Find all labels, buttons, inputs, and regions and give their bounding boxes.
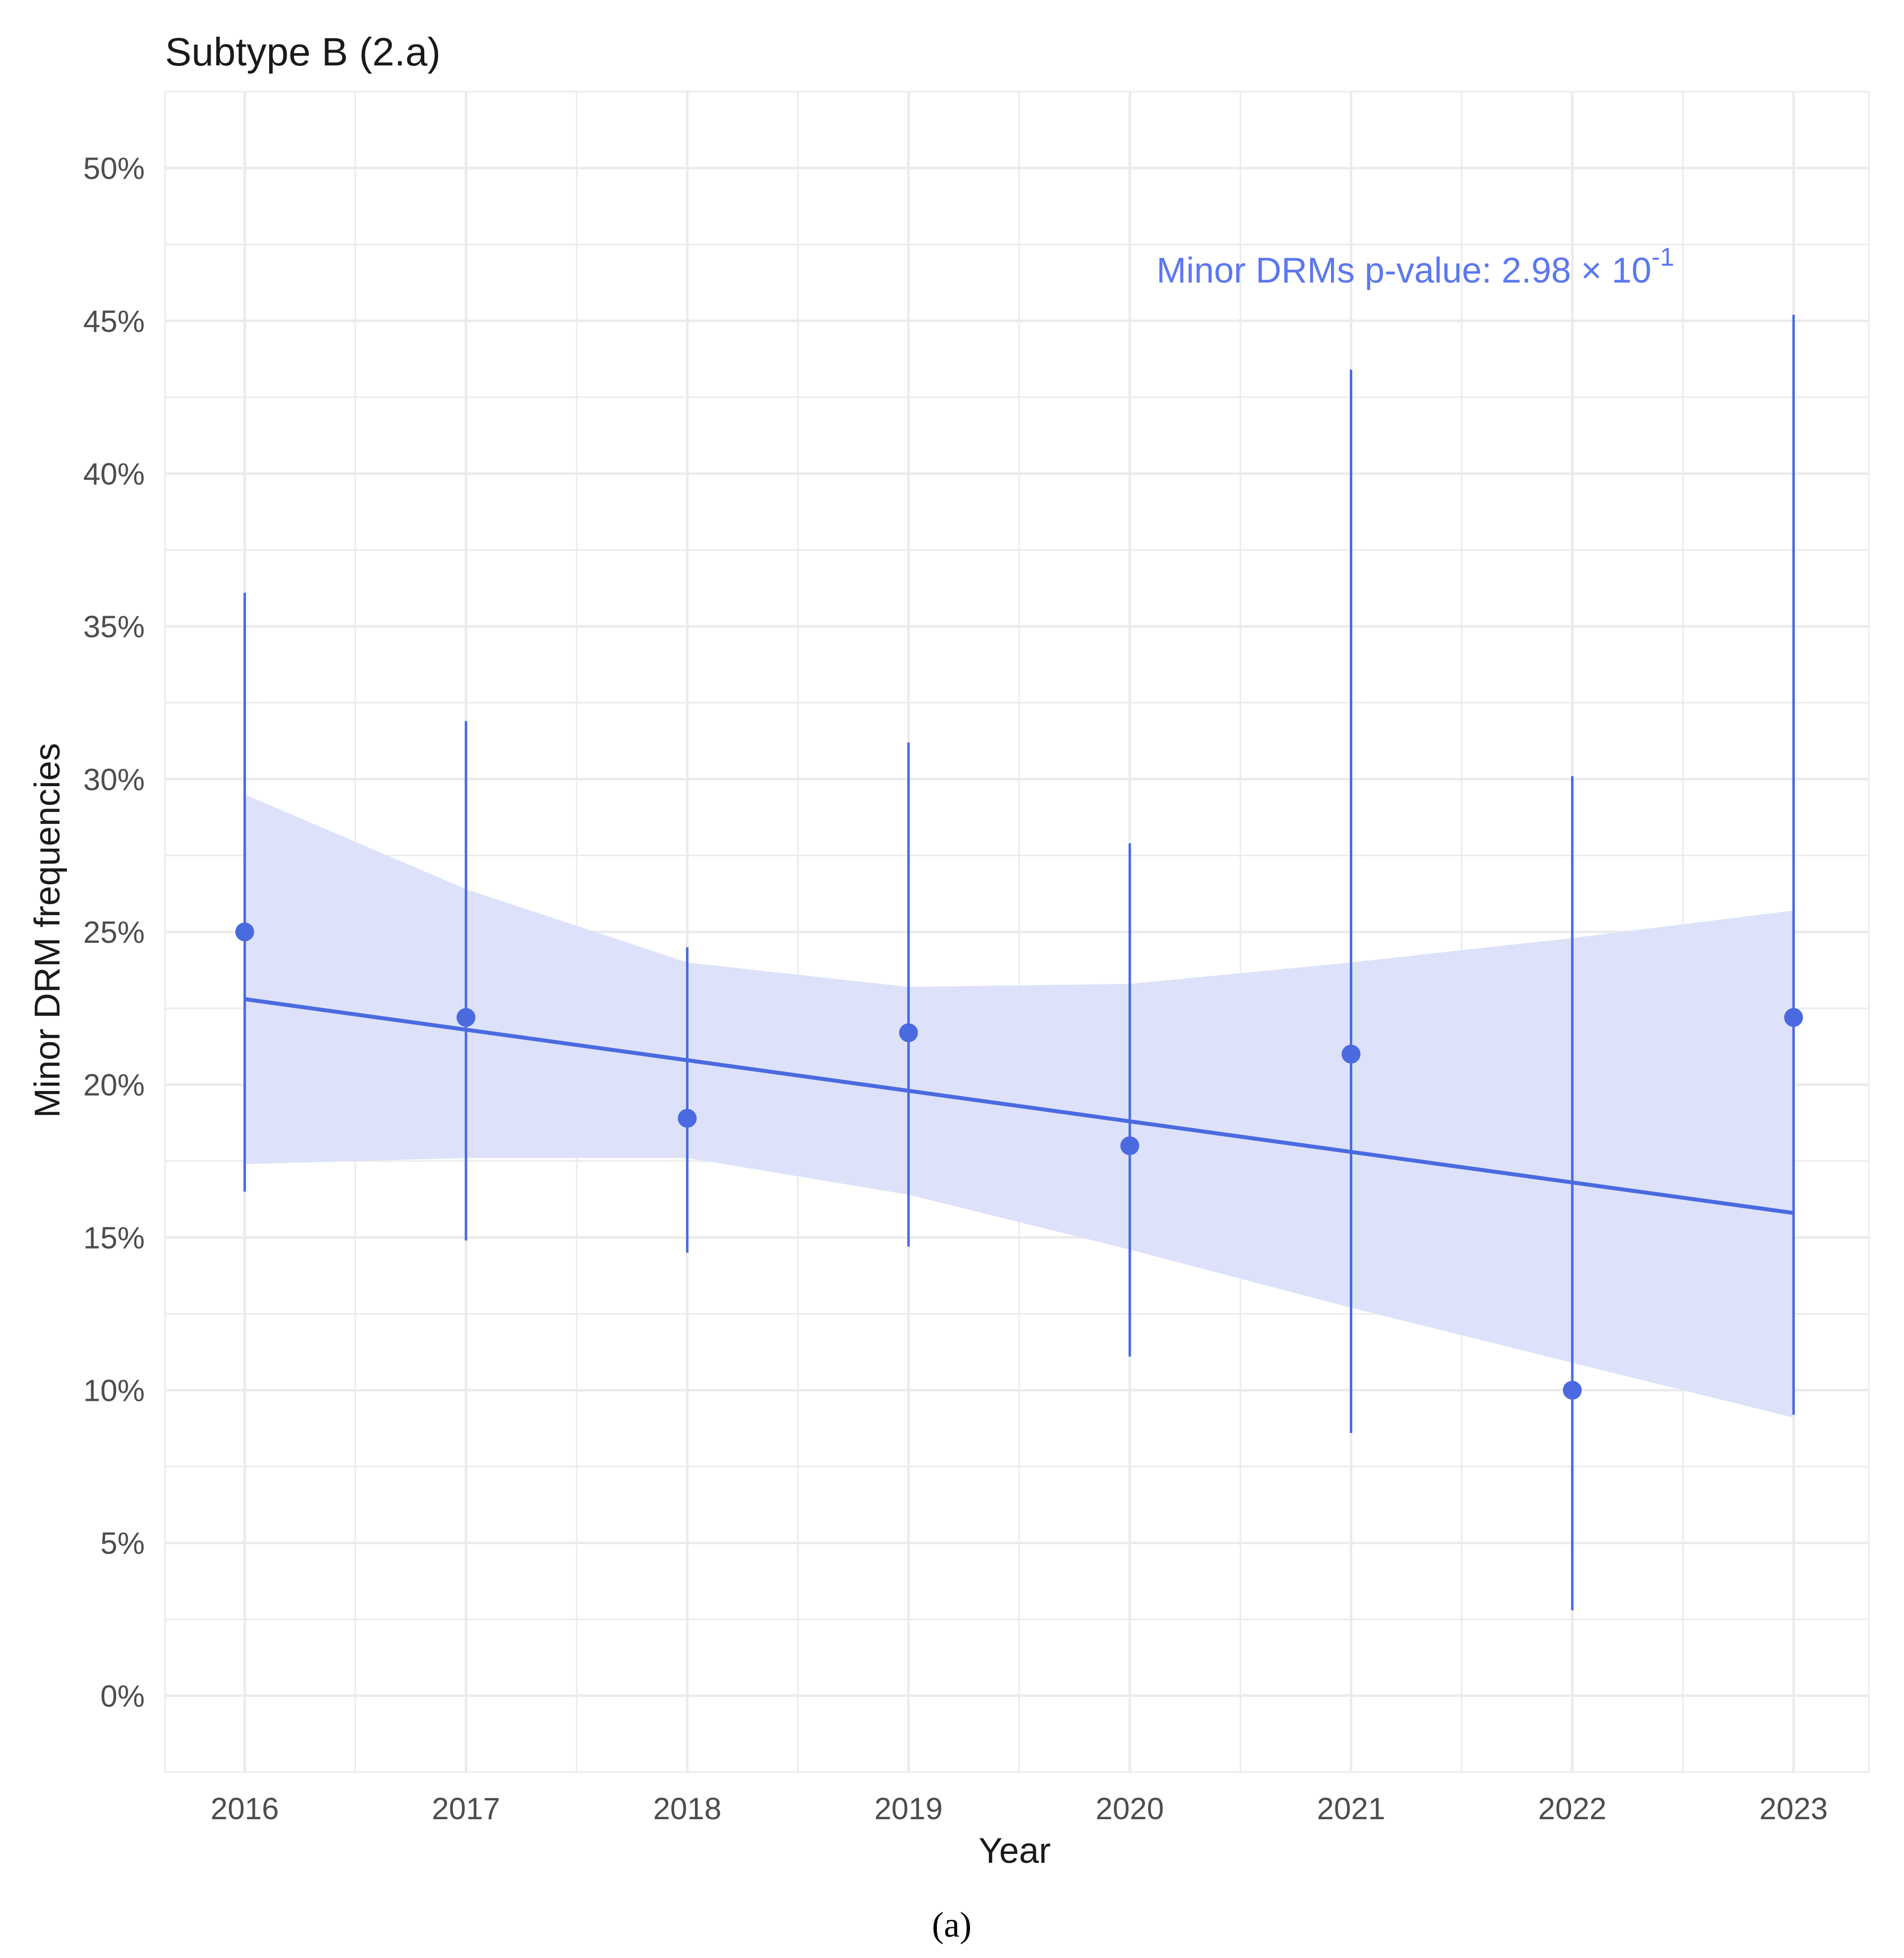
y-tick-label: 15% bbox=[83, 1221, 145, 1255]
data-point-layer bbox=[235, 922, 1803, 1400]
y-axis-ticks: 0% 5% 10% 15% 20% 25% 30% 35% 40% 45% 50% bbox=[83, 152, 145, 1714]
p-value-annotation: Minor DRMs p-value: 2.98 × 10-1 bbox=[1156, 243, 1674, 290]
data-point bbox=[1341, 1044, 1361, 1064]
x-tick-label: 2018 bbox=[653, 1792, 721, 1826]
x-tick-label: 2023 bbox=[1759, 1792, 1828, 1826]
data-point bbox=[457, 1008, 476, 1027]
y-tick-label: 40% bbox=[83, 457, 145, 491]
p-value-exponent: -1 bbox=[1651, 243, 1674, 272]
y-tick-label: 45% bbox=[83, 304, 145, 339]
data-point bbox=[1562, 1381, 1582, 1400]
y-tick-label: 50% bbox=[83, 152, 145, 186]
y-tick-label: 0% bbox=[100, 1679, 145, 1714]
data-point bbox=[678, 1108, 697, 1128]
data-point bbox=[899, 1023, 918, 1042]
y-tick-label: 30% bbox=[83, 763, 145, 797]
trend-line-layer bbox=[244, 997, 1794, 1215]
grid bbox=[164, 91, 1870, 1773]
y-tick-label: 35% bbox=[83, 610, 145, 644]
x-tick-label: 2020 bbox=[1096, 1792, 1164, 1826]
x-axis-ticks: 2016 2017 2018 2019 2020 2021 2022 2023 bbox=[211, 1792, 1828, 1826]
figure-caption: (a) bbox=[932, 1905, 972, 1945]
y-tick-label: 20% bbox=[83, 1068, 145, 1102]
error-bar-layer bbox=[243, 314, 1795, 1611]
y-tick-label: 10% bbox=[83, 1374, 145, 1408]
x-tick-label: 2022 bbox=[1538, 1792, 1607, 1826]
x-tick-label: 2019 bbox=[874, 1792, 943, 1826]
y-tick-label: 25% bbox=[83, 916, 145, 950]
data-point bbox=[1120, 1136, 1140, 1155]
data-point bbox=[1784, 1008, 1803, 1027]
trend-line bbox=[244, 997, 1794, 1215]
x-tick-label: 2017 bbox=[432, 1792, 500, 1826]
p-value-text: Minor DRMs p-value: 2.98 × 10 bbox=[1156, 251, 1651, 290]
x-tick-label: 2016 bbox=[211, 1792, 279, 1826]
chart-title: Subtype B (2.a) bbox=[165, 30, 441, 74]
data-point bbox=[235, 922, 254, 941]
y-tick-label: 5% bbox=[100, 1527, 145, 1561]
x-axis-title: Year bbox=[979, 1831, 1050, 1871]
x-tick-label: 2021 bbox=[1317, 1792, 1385, 1826]
y-axis-title: Minor DRM frequencies bbox=[28, 743, 67, 1118]
